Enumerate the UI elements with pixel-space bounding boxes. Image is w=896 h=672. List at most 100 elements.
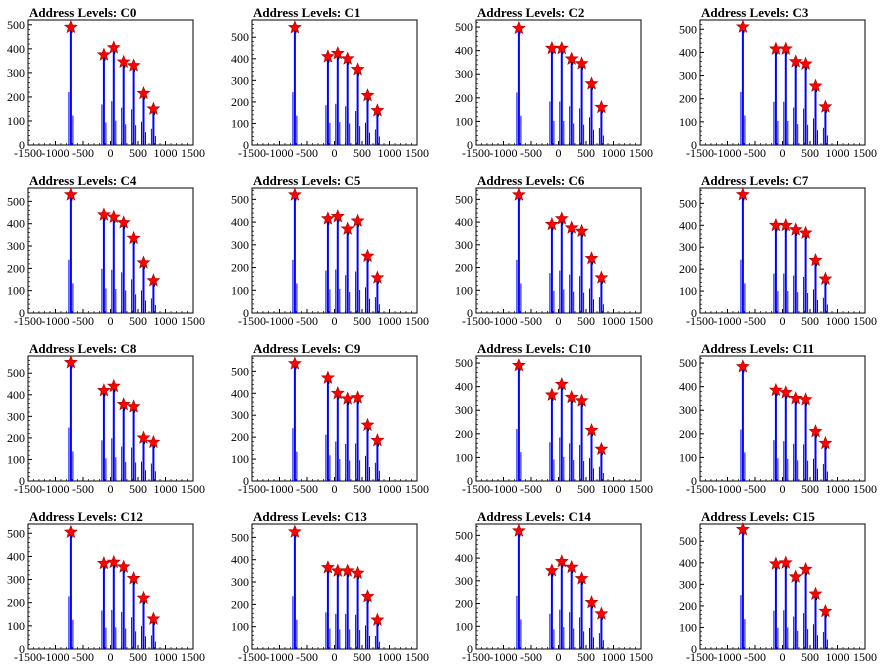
x-tick-label: -500 bbox=[72, 482, 94, 496]
chart-panel-12: Address Levels: C12 -1500 -1000 -500 0 500 100… bbox=[7, 509, 205, 664]
chart-panel-8: Address Levels: C8-1500 -1000 -500 0 500 1000… bbox=[7, 341, 205, 496]
x-tick-label: -500 bbox=[72, 314, 94, 328]
x-tick-label: 1500 bbox=[853, 314, 877, 328]
x-tick-label: 1500 bbox=[629, 314, 653, 328]
y-tick-label: 200 bbox=[679, 427, 697, 441]
x-tick-label: 1000 bbox=[154, 146, 178, 160]
y-tick-label: 0 bbox=[19, 306, 25, 320]
x-tick-label: -1000 bbox=[42, 314, 70, 328]
y-tick-label: 500 bbox=[7, 526, 25, 540]
y-tick-label: 400 bbox=[455, 44, 473, 58]
peak-marker bbox=[788, 391, 803, 405]
chart-title: Address Levels: C4 bbox=[29, 173, 137, 188]
x-tick-label: 1500 bbox=[405, 482, 429, 496]
peak-marker bbox=[106, 378, 121, 393]
x-tick-label: 1000 bbox=[154, 650, 178, 664]
x-tick-label: 500 bbox=[577, 650, 595, 664]
y-tick-label: 100 bbox=[7, 114, 25, 128]
plot-frame bbox=[251, 187, 418, 314]
y-tick-label: 500 bbox=[455, 528, 473, 542]
x-tick-label: -500 bbox=[744, 650, 766, 664]
chart-panel-9: Address Levels: C9-1500 -1000 -500 0 500 1000… bbox=[231, 341, 429, 496]
chart-panel-4: Address Levels: C4-1500 -1000 -500 0 500 1000… bbox=[7, 173, 205, 328]
peak-marker bbox=[287, 356, 302, 370]
peak-marker bbox=[320, 49, 335, 63]
y-tick-label: 100 bbox=[679, 450, 697, 464]
x-tick-label: -1000 bbox=[714, 482, 742, 496]
x-tick-label: -500 bbox=[296, 482, 318, 496]
peak-marker bbox=[788, 54, 803, 68]
peak-marker bbox=[360, 88, 375, 102]
y-tick-label: 0 bbox=[467, 306, 473, 320]
y-tick-label: 500 bbox=[455, 192, 473, 206]
peak-marker bbox=[798, 392, 813, 406]
peak-marker bbox=[146, 273, 161, 287]
y-tick-label: 400 bbox=[7, 217, 25, 231]
plot-frame bbox=[699, 19, 866, 146]
x-tick-label: 0 bbox=[108, 650, 114, 664]
x-tick-label: 0 bbox=[780, 650, 786, 664]
y-tick-label: 300 bbox=[231, 73, 249, 87]
peak-marker bbox=[564, 51, 579, 65]
peak-marker bbox=[340, 51, 355, 65]
chart-panel-6: Address Levels: C6-1500 -1000 -500 0 500 1000… bbox=[455, 173, 653, 328]
chart-panel-1: Address Levels: C1-1500 -1000 -500 0 500 1000… bbox=[231, 5, 429, 160]
x-tick-label: 1500 bbox=[181, 314, 205, 328]
y-tick-label: 300 bbox=[231, 575, 249, 589]
peak-marker bbox=[544, 387, 559, 401]
x-tick-label: 0 bbox=[556, 314, 562, 328]
peak-marker bbox=[735, 19, 750, 33]
y-tick-label: 300 bbox=[455, 67, 473, 81]
x-tick-label: -1500 bbox=[686, 314, 714, 328]
x-tick-label: 500 bbox=[353, 650, 371, 664]
peak-marker bbox=[584, 422, 599, 437]
peak-marker bbox=[564, 559, 579, 574]
x-tick-label: 0 bbox=[108, 482, 114, 496]
y-tick-label: 500 bbox=[679, 22, 697, 36]
peak-marker bbox=[594, 270, 609, 284]
y-tick-label: 0 bbox=[19, 642, 25, 656]
peak-marker bbox=[778, 555, 793, 569]
y-tick-label: 0 bbox=[691, 306, 697, 320]
peak-marker bbox=[808, 586, 823, 600]
peak-marker bbox=[778, 385, 793, 399]
peak-marker bbox=[818, 99, 833, 113]
y-tick-label: 500 bbox=[231, 530, 249, 544]
y-tick-label: 200 bbox=[231, 597, 249, 611]
x-tick-label: -1500 bbox=[238, 314, 266, 328]
chart-panel-15: Address Levels: C15 -1500 -1000 -500 0 500 100… bbox=[679, 509, 877, 664]
y-tick-label: 400 bbox=[455, 215, 473, 229]
chart-panel-3: Address Levels: C3-1500 -1000 -500 0 500 1000… bbox=[679, 5, 877, 160]
y-tick-label: 200 bbox=[7, 90, 25, 104]
y-tick-label: 0 bbox=[19, 138, 25, 152]
x-tick-label: 1000 bbox=[154, 314, 178, 328]
x-tick-label: -1000 bbox=[714, 314, 742, 328]
x-tick-label: 1000 bbox=[826, 314, 850, 328]
y-tick-label: 0 bbox=[243, 138, 249, 152]
peak-marker bbox=[554, 40, 569, 55]
y-tick-label: 400 bbox=[231, 553, 249, 567]
y-tick-label: 0 bbox=[467, 138, 473, 152]
x-tick-label: 500 bbox=[353, 482, 371, 496]
y-tick-label: 0 bbox=[691, 474, 697, 488]
chart-title: Address Levels: C5 bbox=[253, 173, 361, 188]
peak-marker bbox=[106, 554, 121, 569]
x-tick-label: 500 bbox=[801, 650, 819, 664]
peak-marker bbox=[594, 606, 609, 620]
x-tick-label: -1500 bbox=[14, 314, 42, 328]
x-tick-label: -1000 bbox=[714, 146, 742, 160]
y-tick-label: 300 bbox=[455, 403, 473, 417]
peak-marker bbox=[136, 590, 151, 605]
x-tick-label: 1000 bbox=[378, 146, 402, 160]
x-tick-label: 500 bbox=[129, 650, 147, 664]
y-tick-label: 100 bbox=[455, 450, 473, 464]
plot-frame bbox=[27, 355, 194, 482]
chart-title: Address Levels: C7 bbox=[701, 173, 809, 188]
plot-frame bbox=[251, 19, 418, 146]
y-tick-label: 200 bbox=[7, 596, 25, 610]
peak-marker bbox=[340, 221, 355, 235]
peak-marker bbox=[126, 399, 141, 413]
peak-marker bbox=[360, 248, 375, 263]
chart-panel-11: Address Levels: C11 -1500 -1000 -500 0 500 100… bbox=[679, 341, 877, 496]
x-tick-label: -1500 bbox=[686, 146, 714, 160]
